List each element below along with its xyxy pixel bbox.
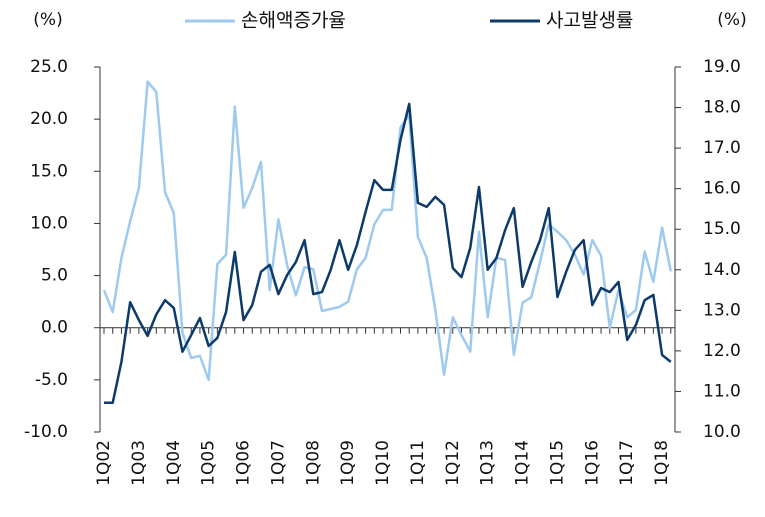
y2-tick-label: 11.0 bbox=[703, 381, 741, 401]
x-tick-label: 1Q16 bbox=[582, 440, 602, 486]
legend-label: 손해액증가율 bbox=[241, 10, 346, 32]
x-tick-label: 1Q06 bbox=[234, 440, 254, 486]
series-line bbox=[102, 80, 673, 382]
y-tick-label: 0.0 bbox=[41, 318, 68, 338]
y-tick-label: 5.0 bbox=[41, 266, 68, 286]
x-tick-label: 1Q13 bbox=[478, 440, 498, 486]
legend-label: 사고발생률 bbox=[546, 10, 633, 32]
y2-tick-label: 10.0 bbox=[703, 422, 741, 442]
y-tick-label: 20.0 bbox=[30, 109, 68, 129]
x-tick-label: 1Q09 bbox=[338, 440, 358, 486]
y2-tick-label: 13.0 bbox=[703, 300, 741, 320]
x-tick-label: 1Q08 bbox=[303, 440, 323, 486]
y2-tick-label: 19.0 bbox=[703, 57, 741, 77]
x-tick-label: 1Q10 bbox=[373, 440, 393, 486]
y2-tick-label: 14.0 bbox=[703, 260, 741, 280]
y-axis-label: (%) bbox=[33, 10, 62, 30]
y2-tick-label: 12.0 bbox=[703, 341, 741, 361]
x-tick-label: 1Q05 bbox=[199, 440, 219, 486]
x-tick-label: 1Q18 bbox=[652, 440, 672, 486]
x-tick-label: 1Q15 bbox=[547, 440, 567, 486]
y2-axis-label: (%) bbox=[717, 10, 746, 30]
y-tick-label: -5.0 bbox=[35, 370, 68, 390]
y-tick-label: -10.0 bbox=[24, 422, 68, 442]
y2-tick-label: 16.0 bbox=[703, 179, 741, 199]
x-tick-label: 1Q11 bbox=[408, 440, 428, 486]
x-tick-label: 1Q02 bbox=[94, 440, 114, 486]
y-tick-label: 15.0 bbox=[30, 161, 68, 181]
series-line bbox=[104, 102, 672, 405]
x-tick-label: 1Q04 bbox=[164, 440, 184, 486]
y2-tick-label: 18.0 bbox=[703, 98, 741, 118]
x-tick-label: 1Q17 bbox=[617, 440, 637, 486]
x-tick-label: 1Q12 bbox=[443, 440, 463, 486]
y-tick-label: 10.0 bbox=[30, 213, 68, 233]
y2-tick-label: 15.0 bbox=[703, 219, 741, 239]
y-tick-label: 25.0 bbox=[30, 57, 68, 77]
x-tick-label: 1Q07 bbox=[268, 440, 288, 486]
y2-tick-label: 17.0 bbox=[703, 138, 741, 158]
x-tick-label: 1Q14 bbox=[513, 440, 533, 486]
x-tick-label: 1Q03 bbox=[129, 440, 149, 486]
